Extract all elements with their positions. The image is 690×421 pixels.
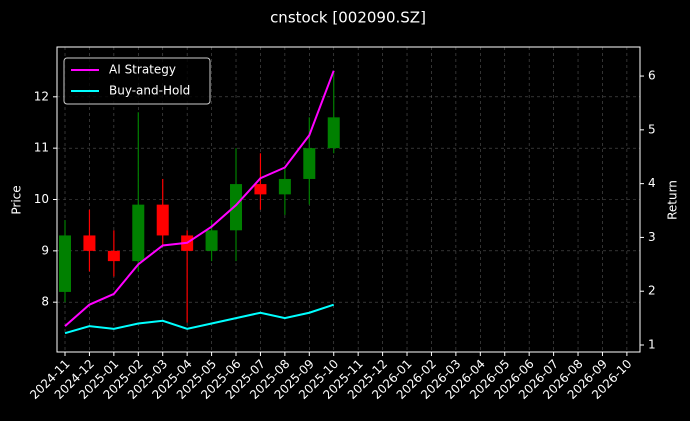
chart-title: cnstock [002090.SZ] [270, 9, 426, 27]
legend-box [63, 57, 211, 105]
return-line [64, 70, 335, 327]
legend-label: AI Strategy [109, 63, 176, 77]
y-axis-label: Price [10, 185, 24, 214]
candle-body [132, 204, 145, 262]
y-tick-label: 11 [34, 141, 49, 155]
candle-body [83, 235, 96, 251]
y2-tick-label: 2 [648, 284, 656, 298]
return-line [64, 303, 335, 335]
y2-tick-label: 3 [648, 230, 656, 244]
candle-body [327, 117, 340, 149]
y-tick-label: 9 [41, 243, 49, 257]
plot-frame [56, 46, 641, 353]
candle-body [59, 235, 71, 292]
y2-tick-label: 5 [648, 122, 656, 136]
candle-body [107, 250, 120, 262]
y-tick-label: 8 [41, 295, 49, 309]
y2-axis-label: Return [666, 180, 680, 220]
candle-body [254, 184, 267, 195]
candle-body [156, 204, 169, 236]
candle-body [205, 230, 218, 251]
y-tick-label: 12 [34, 89, 49, 103]
candle-body [303, 148, 316, 179]
y2-tick-label: 1 [648, 338, 656, 352]
legend-label: Buy-and-Hold [109, 84, 190, 98]
y2-tick-label: 6 [648, 69, 656, 83]
candle-body [230, 184, 243, 231]
y-tick-label: 10 [34, 192, 49, 206]
candle-body [278, 178, 291, 195]
y2-tick-label: 4 [648, 176, 656, 190]
